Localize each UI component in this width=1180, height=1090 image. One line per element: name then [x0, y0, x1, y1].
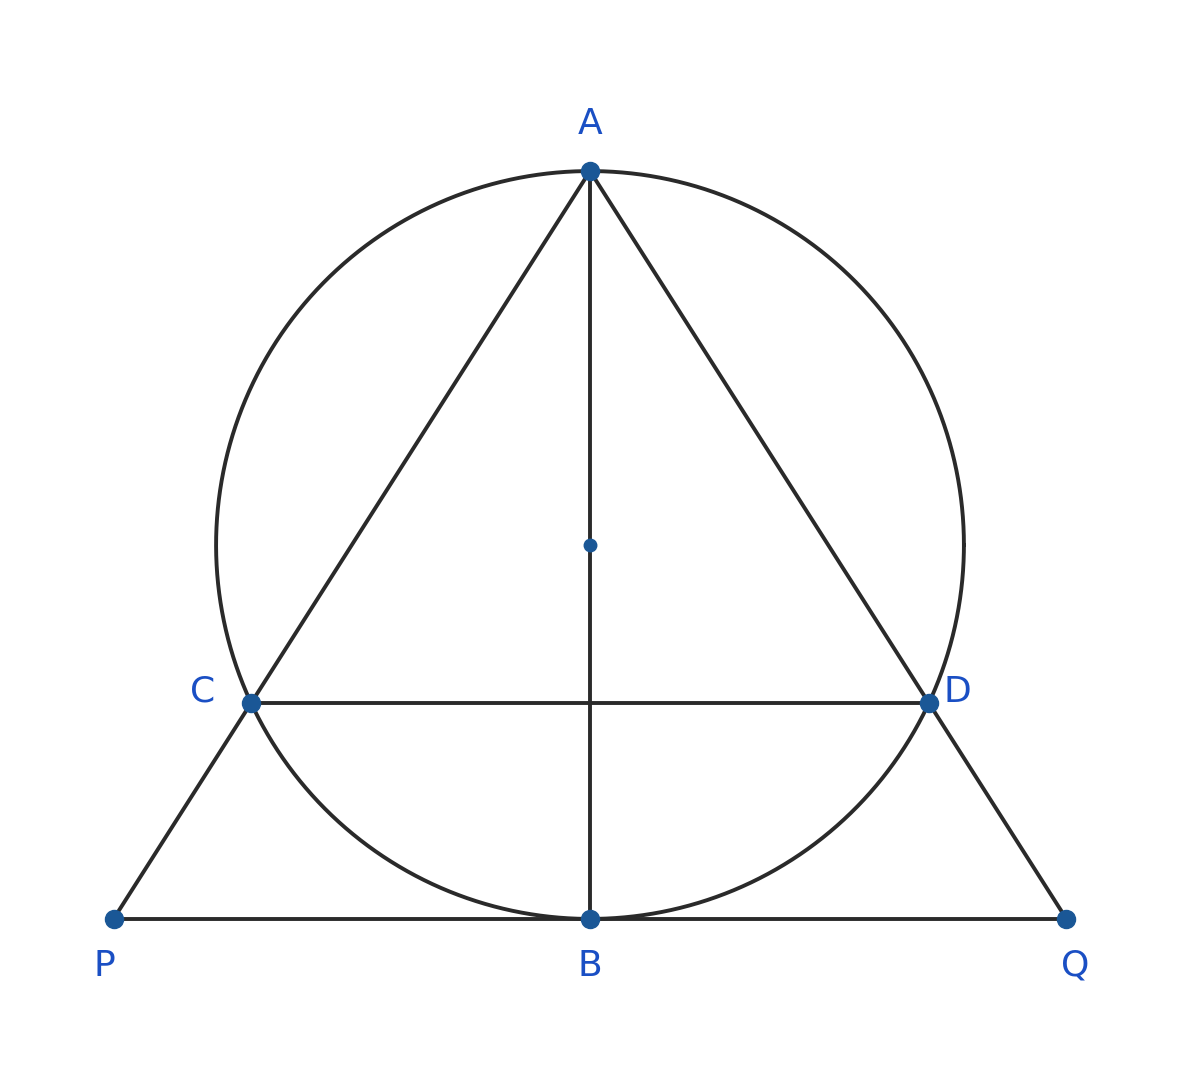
Text: D: D — [944, 675, 971, 709]
Text: Q: Q — [1061, 948, 1089, 983]
Text: P: P — [93, 948, 116, 983]
Text: C: C — [190, 675, 215, 709]
Text: B: B — [578, 948, 602, 983]
Text: A: A — [578, 107, 602, 142]
